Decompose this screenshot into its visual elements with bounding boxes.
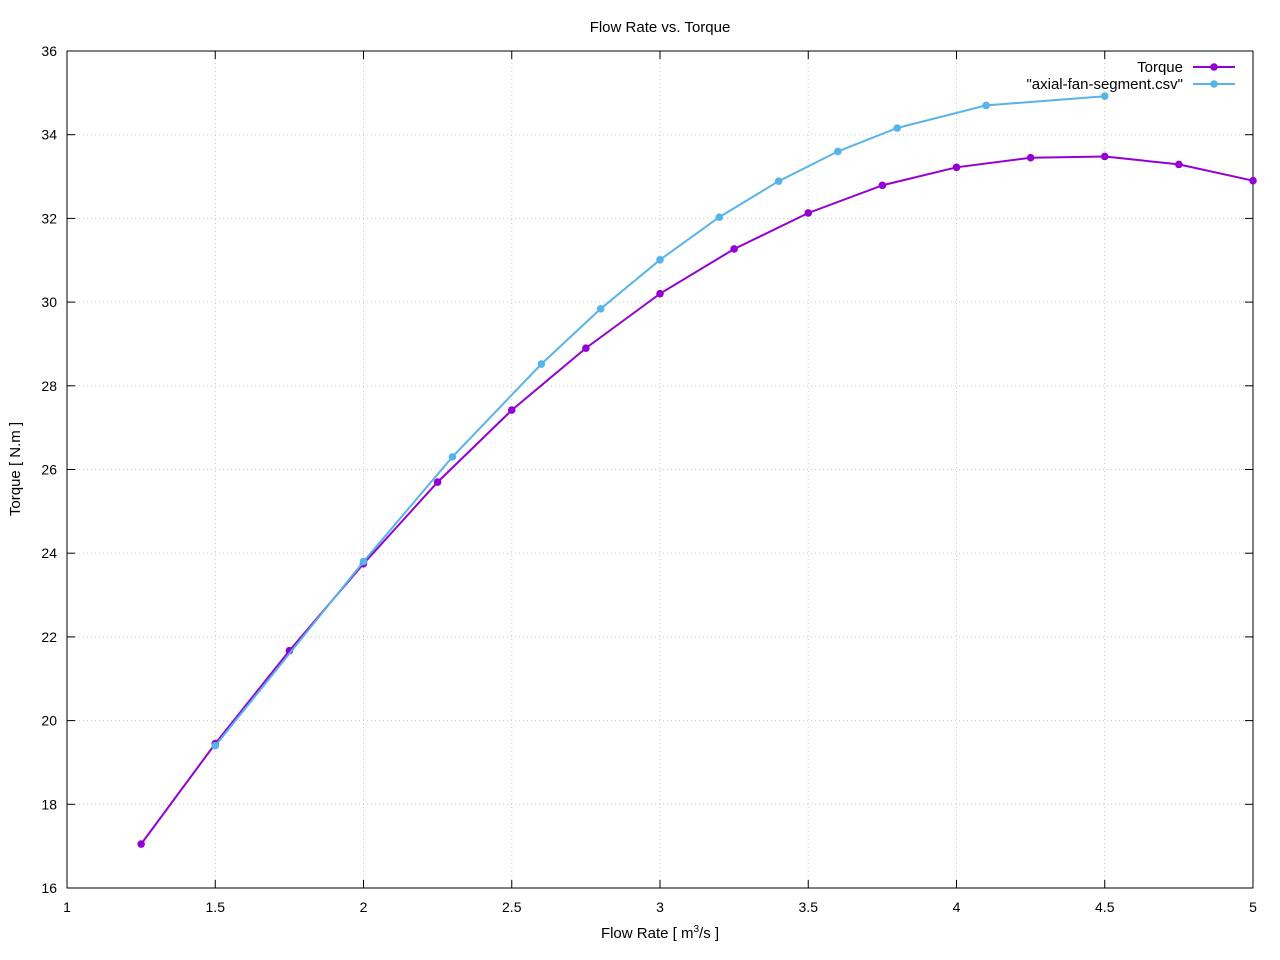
data-point xyxy=(1100,152,1109,161)
data-point xyxy=(537,360,546,368)
data-point xyxy=(433,478,442,486)
y-tick-label: 18 xyxy=(41,796,57,812)
x-axis-label: Flow Rate [ m3/s ] xyxy=(601,924,719,942)
data-point xyxy=(834,147,842,156)
chart-title: Flow Rate vs. Torque xyxy=(590,19,731,36)
legend-label: Torque xyxy=(1137,59,1183,76)
data-point xyxy=(448,453,457,461)
data-point xyxy=(730,245,738,253)
x-tick-label: 5 xyxy=(1249,899,1257,915)
x-tick-label: 2 xyxy=(360,899,368,915)
data-point xyxy=(952,163,961,172)
data-point xyxy=(656,289,664,298)
x-axis-label-superscript: 3 xyxy=(693,924,699,935)
series-line xyxy=(140,155,1254,845)
y-tick-label: 30 xyxy=(41,294,57,310)
x-tick-label: 4.5 xyxy=(1095,899,1115,915)
y-tick-label: 16 xyxy=(41,880,57,896)
x-tick-label: 2.5 xyxy=(502,899,522,915)
y-tick-label: 36 xyxy=(41,43,57,59)
legend-swatch-point xyxy=(1210,63,1218,71)
legend-label: "axial-fan-segment.csv" xyxy=(1026,76,1183,93)
legend-swatch-point xyxy=(1210,80,1218,88)
data-point xyxy=(1100,92,1109,100)
data-point xyxy=(774,177,783,185)
series-line xyxy=(214,95,1105,747)
data-point xyxy=(656,256,664,264)
axis-ticks: 1 1.5 2 2.5 3 3.5 4 4.5 5 16 18 20 22 24 26 28 30 32 34 36 xyxy=(41,43,1257,915)
x-tick-label: 4 xyxy=(953,899,961,915)
data-point xyxy=(137,840,145,848)
data-point xyxy=(507,406,516,414)
legend: Torque"axial-fan-segment.csv" xyxy=(1026,59,1235,93)
data-point xyxy=(893,124,901,132)
data-point xyxy=(582,344,590,352)
data-point xyxy=(1175,160,1183,169)
y-tick-label: 22 xyxy=(41,629,57,645)
y-tick-label: 28 xyxy=(41,378,57,394)
y-tick-label: 26 xyxy=(41,462,57,478)
data-point xyxy=(211,741,220,750)
series-1 xyxy=(211,92,1109,750)
x-tick-label: 1 xyxy=(63,899,71,915)
y-tick-label: 32 xyxy=(41,210,57,226)
x-tick-label: 1.5 xyxy=(206,899,226,915)
y-tick-label: 34 xyxy=(41,127,57,143)
data-point xyxy=(878,181,887,190)
y-axis-label: Torque [ N.m ] xyxy=(7,422,24,516)
x-tick-label: 3.5 xyxy=(799,899,819,915)
data-point xyxy=(1026,153,1035,162)
data-point xyxy=(715,213,724,221)
x-tick-label: 3 xyxy=(656,899,664,915)
y-tick-label: 24 xyxy=(41,545,57,561)
data-point xyxy=(982,101,990,110)
data-point xyxy=(1249,176,1257,185)
series-0 xyxy=(137,152,1257,848)
series-layer xyxy=(137,92,1257,848)
y-tick-label: 20 xyxy=(41,713,57,729)
data-point xyxy=(359,557,368,566)
data-point xyxy=(596,304,605,313)
data-point xyxy=(804,209,813,217)
grid xyxy=(67,51,1253,888)
